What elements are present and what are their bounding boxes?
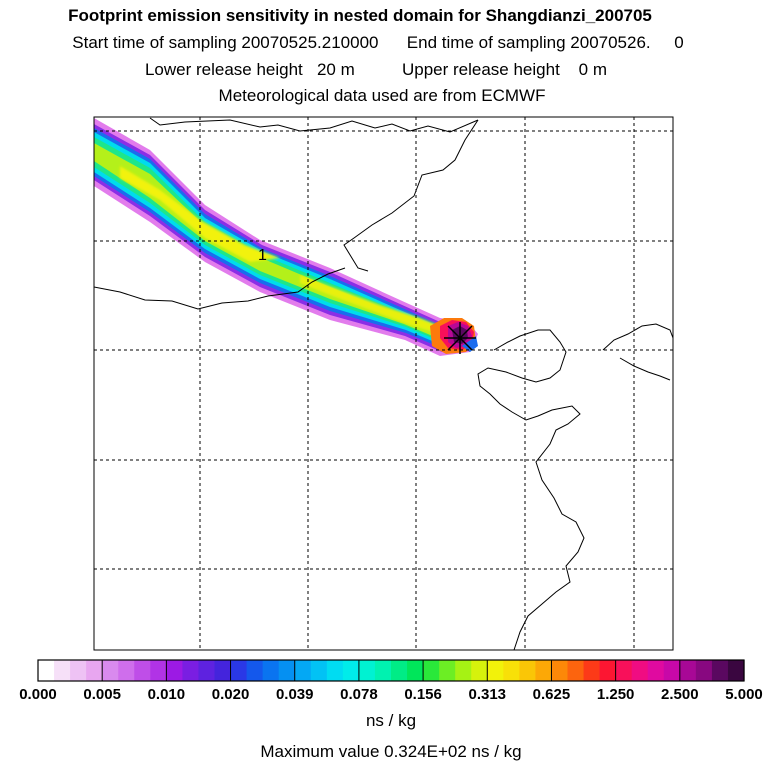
colorbar-cell: [150, 660, 167, 681]
colorbar-cell: [647, 660, 665, 681]
colorbar-cell: [294, 660, 312, 681]
coastline-east: [602, 323, 673, 351]
colorbar-cell: [214, 660, 232, 681]
colorbar-tick-label: 0.020: [212, 686, 250, 703]
colorbar-tick-label: 1.250: [597, 686, 635, 703]
colorbar-tick-label: 0.078: [340, 686, 378, 703]
colorbar-cell: [310, 660, 328, 681]
colorbar-cells: [38, 660, 745, 681]
coastline-peninsula: [477, 329, 585, 650]
colorbar-cell: [374, 660, 392, 681]
colorbar-cell: [262, 660, 280, 681]
colorbar-cell: [86, 660, 103, 681]
plume-band-yellow-2: [300, 275, 445, 334]
colorbar-tick-label: 0.625: [533, 686, 571, 703]
colorbar-cell: [326, 660, 344, 681]
colorbar-cell: [599, 660, 617, 681]
colorbar-cell: [358, 660, 376, 681]
colorbar-cell: [38, 660, 55, 681]
colorbar-tick-label: 0.010: [148, 686, 186, 703]
plume-band-violet: [94, 124, 474, 352]
colorbar-tick-label: 5.000: [725, 686, 763, 703]
map-frame: [93, 116, 674, 651]
colorbar-cell: [278, 660, 296, 681]
colorbar-cell: [503, 660, 520, 681]
colorbar-tick-label: 0.313: [468, 686, 506, 703]
colorbar-cell: [631, 660, 649, 681]
plume-band-green: [94, 137, 466, 343]
met-data-line: Meteorological data used are from ECMWF: [218, 86, 546, 105]
coastline-bay-upper: [343, 119, 479, 272]
colorbar-cell: [342, 660, 360, 681]
colorbar-cell: [439, 660, 456, 681]
colorbar-cell: [230, 660, 248, 681]
colorbar-cell: [70, 660, 87, 681]
colorbar-cell: [615, 660, 633, 681]
colorbar-cell: [727, 660, 745, 681]
colorbar-tick-label: 0.000: [19, 686, 57, 703]
colorbar-cell: [535, 660, 553, 681]
map-title: Footprint emission sensitivity in nested…: [68, 6, 652, 25]
colorbar-cell: [54, 660, 71, 681]
grid-lines: [94, 117, 673, 650]
colorbar-cell: [423, 660, 440, 681]
coastline-east-2: [619, 357, 671, 381]
station-marker: [444, 322, 476, 354]
colorbar-cell: [182, 660, 200, 681]
release-height-line: Lower release height 20 m Upper release …: [144, 60, 608, 79]
plume-band-yellow: [120, 166, 280, 262]
coastline-bay-lower: [94, 267, 346, 310]
colorbar-cell: [134, 660, 151, 681]
colorbar-tick-label: 0.156: [404, 686, 442, 703]
colorbar-cell: [663, 660, 681, 681]
colorbar-cell: [391, 660, 408, 681]
colorbar-cell: [166, 660, 184, 681]
colorbar-tick-label: 0.005: [83, 686, 121, 703]
colorbar-cell: [551, 660, 569, 681]
max-value-text: Maximum value 0.324E+02 ns / kg: [260, 742, 522, 761]
colorbar-cell: [471, 660, 488, 681]
colorbar-cell: [118, 660, 135, 681]
plume-edge-blue: [462, 336, 478, 352]
colorbar-tick-label: 2.500: [661, 686, 699, 703]
colorbar-cell: [198, 660, 216, 681]
plume-layer: [94, 118, 478, 356]
colorbar-frame: [37, 659, 745, 682]
colorbar-cell: [679, 660, 697, 681]
colorbar-cell: [487, 660, 504, 681]
colorbar-cell: [695, 660, 713, 681]
colorbar-cell: [246, 660, 264, 681]
colorbar-unit: ns / kg: [365, 711, 417, 730]
sampling-time-line: Start time of sampling 20070525.210000 E…: [72, 33, 684, 52]
colorbar-cell: [583, 660, 601, 681]
contour-label: 1: [258, 247, 267, 264]
coastlines: [94, 117, 673, 650]
colorbar-tick-label: 0.039: [276, 686, 314, 703]
colorbar-cell: [102, 660, 119, 681]
colorbar-cell: [519, 660, 537, 681]
colorbar-cell: [711, 660, 729, 681]
colorbar-cell: [455, 660, 472, 681]
colorbar-cell: [567, 660, 585, 681]
coastline-north: [149, 117, 479, 133]
colorbar-cell: [407, 660, 424, 681]
colorbar-labels: 0.000 0.005 0.010 0.020 0.039 0.078 0.156 0.313…: [19, 686, 763, 703]
